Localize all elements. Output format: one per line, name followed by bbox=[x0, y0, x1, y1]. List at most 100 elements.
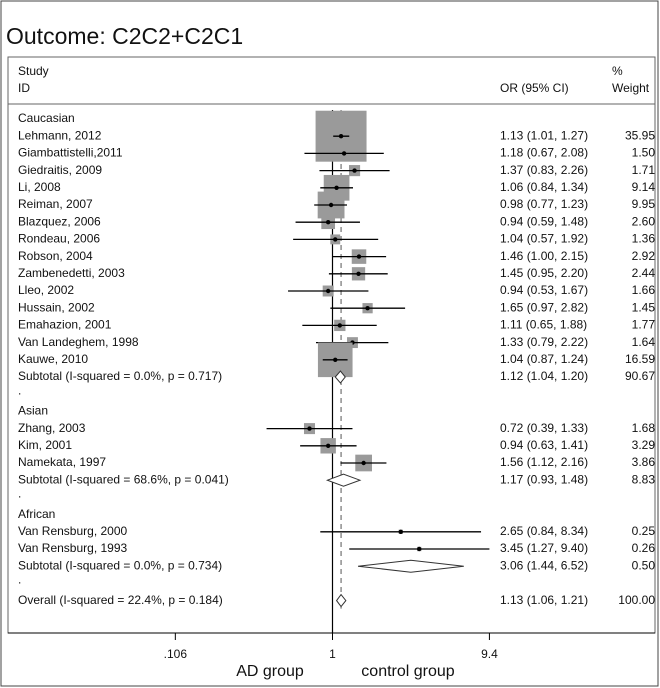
header-id: ID bbox=[18, 81, 30, 95]
group-name: Asian bbox=[18, 404, 48, 418]
point-estimate bbox=[325, 220, 331, 225]
ci-label: 1.37 (0.83, 2.26) bbox=[500, 163, 588, 177]
pooled-diamond bbox=[334, 370, 346, 384]
weight-label: 9.95 bbox=[632, 197, 656, 211]
point-estimate bbox=[328, 202, 334, 208]
row-label: Li, 2008 bbox=[18, 180, 61, 194]
row-label: Giedraitis, 2009 bbox=[18, 163, 102, 177]
row-label: Van Rensburg, 2000 bbox=[18, 524, 128, 538]
ci-label: 0.94 (0.63, 1.41) bbox=[500, 438, 588, 452]
ci-label: 0.94 (0.53, 1.67) bbox=[500, 283, 588, 297]
pooled-diamond bbox=[357, 559, 464, 573]
ci-label: 0.72 (0.39, 1.33) bbox=[500, 421, 588, 435]
ci-label: 1.46 (1.00, 2.15) bbox=[500, 249, 588, 263]
x-tick-label: .106 bbox=[164, 647, 188, 661]
point-estimate bbox=[334, 185, 339, 190]
ci-label: 1.13 (1.06, 1.21) bbox=[500, 593, 588, 607]
row-label: Subtotal (I-squared = 0.0%, p = 0.734) bbox=[18, 558, 222, 572]
point-estimate bbox=[417, 546, 422, 552]
row-label: Kim, 2001 bbox=[18, 438, 72, 452]
weight-label: 3.29 bbox=[632, 438, 656, 452]
point-estimate bbox=[338, 134, 344, 139]
pooled-diamond bbox=[335, 593, 347, 608]
ci-label: 0.94 (0.59, 1.48) bbox=[500, 214, 588, 228]
weight-label: 8.83 bbox=[632, 472, 656, 486]
row-label: Lleo, 2002 bbox=[18, 283, 74, 297]
point-estimate bbox=[333, 237, 338, 242]
ci-label: 1.04 (0.87, 1.24) bbox=[500, 352, 588, 366]
separator: . bbox=[18, 573, 21, 587]
point-estimate bbox=[356, 254, 362, 259]
point-estimate bbox=[341, 151, 347, 156]
row-label: Giambattistelli,2011 bbox=[18, 146, 123, 160]
separator: . bbox=[18, 487, 21, 501]
point-estimate bbox=[333, 357, 338, 362]
weight-label: 35.95 bbox=[625, 128, 655, 142]
weight-label: 100.00 bbox=[618, 593, 655, 607]
ci-label: 1.56 (1.12, 2.16) bbox=[500, 455, 588, 469]
header-percent: % bbox=[612, 64, 623, 78]
row-label: Subtotal (I-squared = 0.0%, p = 0.717) bbox=[18, 369, 222, 383]
ci-label: 2.65 (0.84, 8.34) bbox=[500, 524, 588, 538]
point-estimate bbox=[337, 323, 343, 328]
row-label: Robson, 2004 bbox=[18, 249, 93, 263]
ci-label: 1.18 (0.67, 2.08) bbox=[500, 146, 588, 160]
weight-label: 1.50 bbox=[632, 146, 656, 160]
ci-label: 1.13 (1.01, 1.27) bbox=[500, 128, 588, 142]
weight-label: 90.67 bbox=[625, 369, 655, 383]
ci-label: 1.45 (0.95, 2.20) bbox=[500, 266, 588, 280]
ci-label: 3.45 (1.27, 9.40) bbox=[500, 541, 588, 555]
weight-label: 0.25 bbox=[632, 524, 656, 538]
ci-label: 3.06 (1.44, 6.52) bbox=[500, 558, 588, 572]
weight-label: 1.64 bbox=[632, 335, 656, 349]
weight-label: 0.26 bbox=[632, 541, 656, 555]
weight-label: 1.36 bbox=[632, 232, 656, 246]
weight-label: 0.50 bbox=[632, 558, 656, 572]
ci-label: 1.12 (1.04, 1.20) bbox=[500, 369, 588, 383]
group-name: African bbox=[18, 507, 55, 521]
row-label: Overall (I-squared = 22.4%, p = 0.184) bbox=[18, 593, 223, 607]
row-label: Van Landeghem, 1998 bbox=[18, 335, 139, 349]
point-estimate bbox=[361, 460, 366, 466]
ci-label: 1.04 (0.57, 1.92) bbox=[500, 232, 588, 246]
row-label: Van Rensburg, 1993 bbox=[18, 541, 128, 555]
row-label: Emahazion, 2001 bbox=[18, 318, 112, 332]
row-label: Hussain, 2002 bbox=[18, 300, 95, 314]
point-estimate bbox=[307, 426, 312, 431]
row-label: Rondeau, 2006 bbox=[18, 232, 100, 246]
ci-label: 1.06 (0.84, 1.34) bbox=[500, 180, 588, 194]
weight-label: 1.77 bbox=[632, 318, 656, 332]
point-estimate bbox=[325, 443, 331, 448]
header-study: Study bbox=[18, 64, 49, 78]
separator: . bbox=[18, 383, 21, 397]
chart-title: Outcome: C2C2+C2C1 bbox=[6, 23, 243, 49]
weight-label: 2.44 bbox=[632, 266, 656, 280]
pooled-diamond bbox=[325, 473, 362, 487]
ci-label: 1.17 (0.93, 1.48) bbox=[500, 472, 588, 486]
x-tick-label: 1 bbox=[329, 647, 336, 661]
weight-label: 1.45 bbox=[632, 300, 656, 314]
weight-label: 1.68 bbox=[632, 421, 656, 435]
ci-label: 0.98 (0.77, 1.23) bbox=[500, 197, 588, 211]
x-label-right: control group bbox=[361, 663, 454, 680]
weight-label: 1.71 bbox=[632, 163, 656, 177]
weight-label: 2.92 bbox=[632, 249, 656, 263]
row-label: Subtotal (I-squared = 68.6%, p = 0.041) bbox=[18, 472, 229, 486]
x-tick-label: 9.4 bbox=[481, 647, 498, 661]
row-label: Lehmann, 2012 bbox=[18, 128, 102, 142]
weight-label: 16.59 bbox=[625, 352, 655, 366]
weight-label: 2.60 bbox=[632, 214, 656, 228]
row-label: Zhang, 2003 bbox=[18, 421, 86, 435]
x-label-left: AD group bbox=[236, 663, 304, 680]
row-label: Kauwe, 2010 bbox=[18, 352, 88, 366]
row-label: Zambenedetti, 2003 bbox=[18, 266, 125, 280]
row-label: Reiman, 2007 bbox=[18, 197, 93, 211]
point-estimate bbox=[325, 288, 331, 294]
row-label: Namekata, 1997 bbox=[18, 455, 106, 469]
point-estimate bbox=[398, 529, 403, 534]
weight-label: 9.14 bbox=[632, 180, 656, 194]
ci-label: 1.11 (0.65, 1.88) bbox=[500, 318, 587, 332]
weight-label: 1.66 bbox=[632, 283, 656, 297]
header-weight: Weight bbox=[612, 81, 650, 95]
